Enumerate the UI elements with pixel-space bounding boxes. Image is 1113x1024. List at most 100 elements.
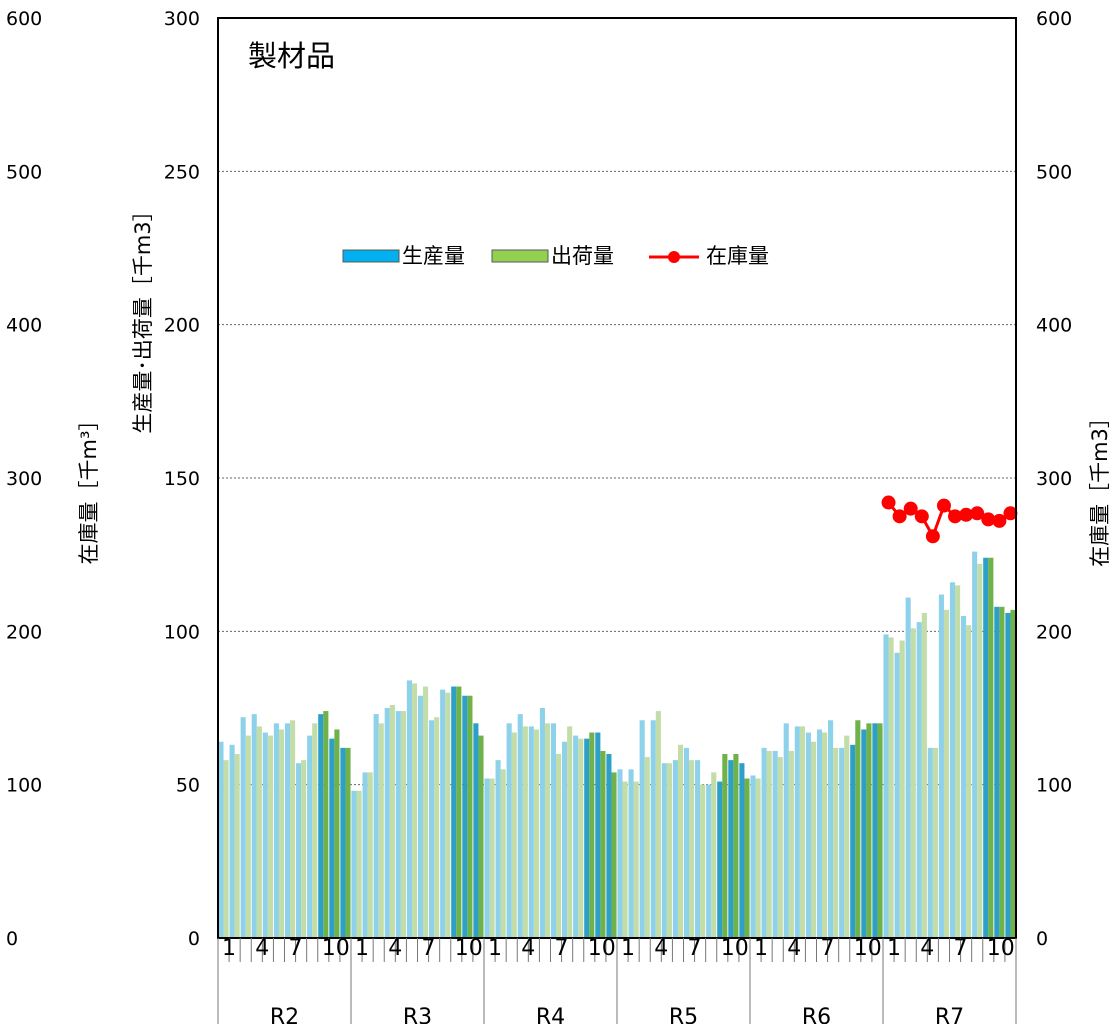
bar-shipment	[799, 726, 805, 938]
bar-production	[318, 714, 324, 938]
bar-production	[417, 695, 424, 938]
x-tick-label: 7	[821, 936, 835, 961]
bar-production	[395, 711, 401, 938]
bar-shipment	[400, 711, 406, 938]
bar-production	[373, 714, 379, 938]
bar-production	[794, 726, 800, 938]
bar-shipment	[722, 754, 728, 938]
bar-shipment	[855, 720, 861, 938]
bar-production	[905, 597, 911, 938]
bar-production	[739, 763, 745, 938]
bar-shipment	[932, 747, 938, 938]
x-tick-label: 1	[355, 936, 369, 961]
bar-production	[473, 723, 479, 938]
bar-shipment	[955, 585, 961, 938]
y-right-axis-title: 在庫量［千m3］	[1088, 407, 1112, 567]
year-group-label: R3	[403, 1005, 432, 1024]
bar-shipment	[744, 778, 750, 938]
bar-production	[728, 760, 734, 938]
bar-shipment	[511, 732, 517, 938]
inventory-point	[970, 506, 985, 521]
bar-production	[550, 723, 557, 938]
bar-shipment	[290, 720, 296, 938]
x-tick-label: 7	[555, 936, 569, 961]
bar-production	[284, 723, 291, 938]
bar-production	[695, 760, 701, 938]
bar-production	[218, 741, 224, 938]
y-left-outer-tick-label: 100	[6, 775, 42, 797]
bar-production	[340, 747, 346, 938]
bar-shipment	[367, 772, 373, 938]
bar-shipment	[877, 723, 883, 938]
bar-production	[517, 714, 523, 938]
x-tick-label: 1	[754, 936, 768, 961]
x-tick-label: 10	[455, 936, 483, 961]
bar-shipment	[822, 732, 828, 938]
legend-label-production: 生産量	[402, 244, 465, 268]
bar-production	[429, 720, 435, 938]
bar-production	[573, 735, 579, 938]
bar-shipment	[633, 781, 639, 938]
bar-production	[650, 720, 656, 938]
bar-shipment	[567, 726, 573, 938]
x-tick-label: 4	[787, 936, 801, 961]
bar-shipment	[556, 754, 562, 938]
inventory-line	[881, 495, 1018, 544]
bar-shipment	[234, 754, 240, 938]
bar-production	[307, 735, 313, 938]
bar-production	[661, 763, 667, 938]
bar-shipment	[389, 704, 395, 938]
bar-shipment	[334, 729, 340, 938]
bar-production	[584, 738, 590, 938]
bar-production	[351, 790, 357, 938]
bar-shipment	[833, 747, 839, 938]
bar-shipment	[733, 754, 739, 938]
inventory-point	[981, 512, 996, 527]
bar-shipment	[544, 723, 551, 938]
year-group-label: R4	[536, 1005, 565, 1024]
bar-shipment	[267, 735, 273, 938]
bar-production	[595, 732, 601, 938]
bar-shipment	[445, 692, 451, 938]
y-right-tick-label: 100	[1036, 775, 1072, 797]
bar-production	[816, 729, 823, 938]
bar-shipment	[356, 790, 362, 938]
bar-shipment	[755, 778, 761, 938]
y-right-tick-label: 600	[1036, 8, 1072, 30]
bar-shipment	[301, 760, 307, 938]
x-tick-label: 4	[920, 936, 934, 961]
bar-production	[440, 689, 446, 938]
bar-shipment	[655, 711, 661, 938]
bar-production	[683, 747, 690, 938]
bar-shipment	[378, 723, 384, 938]
y-left-outer-tick-label: 0	[6, 928, 18, 950]
y-axis-ticks: 0 50 100 150 200 250 300 0 0 100 100 200 200 300 300 40…	[6, 8, 1072, 950]
bar-production	[462, 695, 468, 938]
bar-production	[839, 747, 845, 938]
bar-shipment	[589, 732, 595, 938]
bar-shipment	[788, 750, 794, 938]
bar-production	[296, 763, 302, 938]
bar-production	[927, 747, 933, 938]
inventory-point	[903, 501, 918, 516]
bar-shipment	[467, 695, 473, 938]
inventory-point	[1003, 506, 1018, 521]
bar-production	[805, 732, 811, 938]
bar-production	[251, 714, 257, 938]
bar-production	[828, 720, 834, 938]
bar-shipment	[323, 711, 329, 938]
legend-swatch-shipment	[491, 249, 549, 263]
bar-shipment	[888, 637, 894, 938]
bar-shipment	[245, 735, 251, 938]
x-tick-label: 10	[987, 936, 1015, 961]
bar-shipment	[921, 612, 927, 938]
bar-production	[949, 582, 956, 938]
bar-production	[850, 744, 856, 938]
gridlines	[218, 170, 1016, 786]
x-tick-label: 1	[887, 936, 901, 961]
x-tick-label: 10	[721, 936, 749, 961]
bar-production	[628, 769, 634, 938]
inventory-point	[948, 509, 963, 524]
legend-label-shipment: 出荷量	[551, 244, 614, 268]
